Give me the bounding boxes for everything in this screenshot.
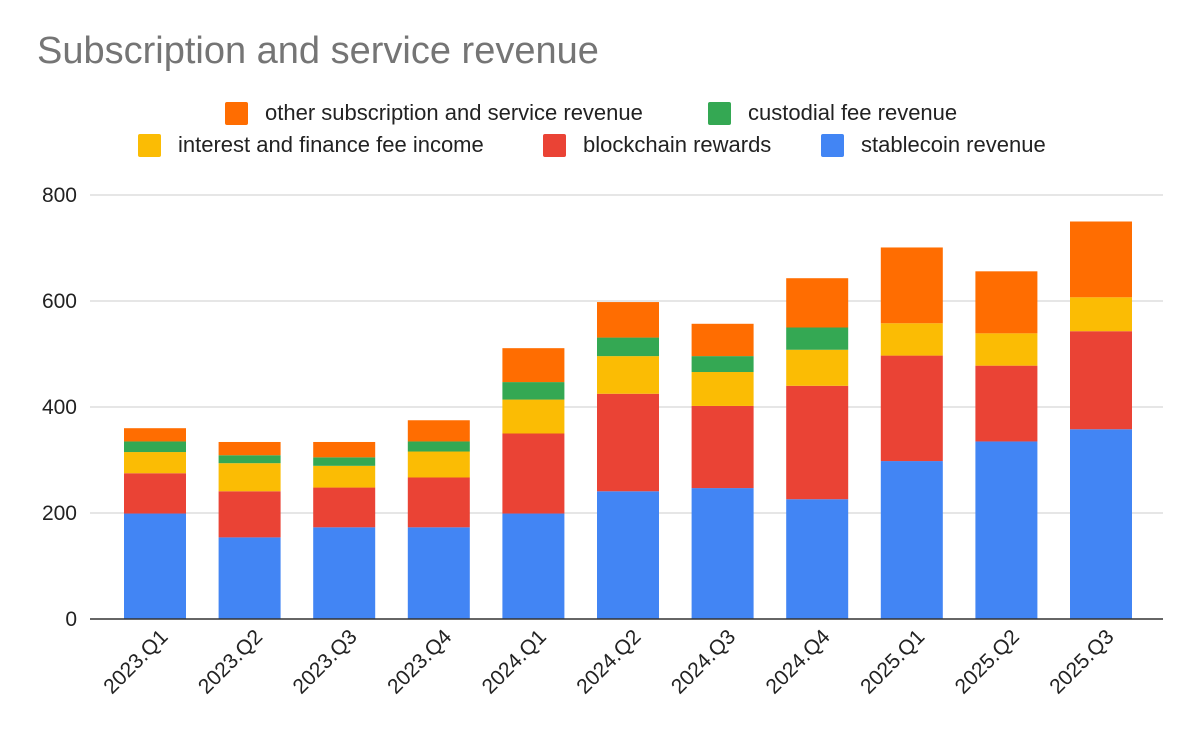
bar-segment-custodial-fee-revenue[interactable] <box>407 441 470 452</box>
chart-title: Subscription and service revenue <box>37 30 599 72</box>
legend-item-interest-finance[interactable]: interest and finance fee income <box>138 129 484 161</box>
bar-segment-interest-and-finance-fee-income[interactable] <box>597 356 659 394</box>
x-tick-label: 2024.Q3 <box>667 625 740 698</box>
legend-row: interest and finance fee income blockcha… <box>0 129 1200 161</box>
bar-segment-custodial-fee-revenue[interactable] <box>691 356 754 373</box>
legend-label: interest and finance fee income <box>178 132 484 157</box>
bar-segment-interest-and-finance-fee-income[interactable] <box>218 463 281 492</box>
bar-segment-stablecoin-revenue[interactable] <box>691 488 754 619</box>
x-tick-label: 2025.Q1 <box>856 625 929 698</box>
bar-segment-stablecoin-revenue[interactable] <box>313 527 376 619</box>
bar-segment-blockchain-rewards[interactable] <box>313 487 376 528</box>
legend-label: stablecoin revenue <box>861 132 1046 157</box>
bar-segment-other-subscription-and-service-revenue[interactable] <box>407 420 470 442</box>
legend-item-other-subscription[interactable]: other subscription and service revenue <box>225 97 643 129</box>
y-tick-label: 400 <box>42 396 77 419</box>
bar-segment-custodial-fee-revenue[interactable] <box>218 455 281 464</box>
x-tick-label: 2023.Q2 <box>194 625 267 698</box>
bar-segment-stablecoin-revenue[interactable] <box>124 513 186 619</box>
legend-swatch <box>225 101 248 125</box>
legend-item-custodial-fee[interactable]: custodial fee revenue <box>708 97 957 129</box>
bar-segment-stablecoin-revenue[interactable] <box>218 537 281 619</box>
bar-segment-custodial-fee-revenue[interactable] <box>597 337 659 357</box>
bar-segment-custodial-fee-revenue[interactable] <box>124 441 186 453</box>
bar-segment-other-subscription-and-service-revenue[interactable] <box>124 428 186 442</box>
x-tick-label: 2025.Q2 <box>951 625 1024 698</box>
legend-label: blockchain rewards <box>583 132 772 157</box>
bar-segment-custodial-fee-revenue[interactable] <box>502 382 565 400</box>
bar-segment-blockchain-rewards[interactable] <box>218 491 281 538</box>
bar-segment-interest-and-finance-fee-income[interactable] <box>124 452 186 474</box>
bar-segment-blockchain-rewards[interactable] <box>502 433 565 514</box>
bar-segment-stablecoin-revenue[interactable] <box>502 513 565 619</box>
legend-label: other subscription and service revenue <box>265 100 643 125</box>
bar-segment-interest-and-finance-fee-income[interactable] <box>691 372 754 406</box>
bar-segment-interest-and-finance-fee-income[interactable] <box>975 333 1038 366</box>
bar-segment-interest-and-finance-fee-income[interactable] <box>880 323 943 356</box>
bar-segment-blockchain-rewards[interactable] <box>786 385 849 500</box>
legend-swatch <box>708 101 731 125</box>
bar-segment-other-subscription-and-service-revenue[interactable] <box>691 323 754 357</box>
bar-segment-other-subscription-and-service-revenue[interactable] <box>880 247 943 324</box>
legend-swatch <box>821 133 844 157</box>
y-tick-label: 200 <box>42 502 77 525</box>
y-tick-label: 600 <box>42 290 77 313</box>
bar-segment-interest-and-finance-fee-income[interactable] <box>407 451 470 478</box>
legend-swatch <box>543 133 566 157</box>
legend-label: custodial fee revenue <box>748 100 958 125</box>
bar-segment-stablecoin-revenue[interactable] <box>880 461 943 619</box>
y-tick-label: 0 <box>65 608 77 631</box>
bar-segment-blockchain-rewards[interactable] <box>691 405 754 489</box>
bar-segment-custodial-fee-revenue[interactable] <box>313 457 376 466</box>
y-tick-label: 800 <box>42 184 77 207</box>
bar-segment-blockchain-rewards[interactable] <box>597 393 659 492</box>
bar-segment-interest-and-finance-fee-income[interactable] <box>786 349 849 386</box>
bar-segment-stablecoin-revenue[interactable] <box>407 527 470 619</box>
bar-segment-other-subscription-and-service-revenue[interactable] <box>313 441 376 458</box>
bar-segment-stablecoin-revenue[interactable] <box>975 441 1038 619</box>
bar-segment-blockchain-rewards[interactable] <box>407 477 470 528</box>
legend-row: other subscription and service revenue c… <box>0 97 1200 129</box>
bar-segment-interest-and-finance-fee-income[interactable] <box>313 465 376 488</box>
bar-segment-other-subscription-and-service-revenue[interactable] <box>1070 221 1132 298</box>
bar-segment-blockchain-rewards[interactable] <box>975 365 1038 442</box>
legend-swatch <box>138 133 161 157</box>
bar-segment-other-subscription-and-service-revenue[interactable] <box>786 278 849 328</box>
bar-segment-stablecoin-revenue[interactable] <box>597 491 659 619</box>
x-tick-label: 2023.Q1 <box>99 625 172 698</box>
bar-segment-stablecoin-revenue[interactable] <box>1070 429 1132 619</box>
x-tick-label: 2024.Q4 <box>761 625 834 698</box>
x-tick-label: 2024.Q2 <box>572 625 645 698</box>
legend-item-blockchain-rewards[interactable]: blockchain rewards <box>543 129 771 161</box>
x-tick-label: 2024.Q1 <box>478 625 551 698</box>
bars <box>124 221 1132 619</box>
bar-segment-blockchain-rewards[interactable] <box>1070 331 1132 430</box>
bar-segment-custodial-fee-revenue[interactable] <box>786 327 849 350</box>
x-tick-label: 2023.Q3 <box>288 625 361 698</box>
x-tick-label: 2025.Q3 <box>1045 625 1118 698</box>
bar-segment-interest-and-finance-fee-income[interactable] <box>1070 297 1132 332</box>
x-tick-label: 2023.Q4 <box>383 625 456 698</box>
bar-segment-blockchain-rewards[interactable] <box>880 355 943 462</box>
bar-segment-other-subscription-and-service-revenue[interactable] <box>975 271 1038 334</box>
bar-segment-other-subscription-and-service-revenue[interactable] <box>218 441 281 456</box>
bar-segment-interest-and-finance-fee-income[interactable] <box>502 399 565 434</box>
bar-segment-blockchain-rewards[interactable] <box>124 473 186 514</box>
legend-item-stablecoin[interactable]: stablecoin revenue <box>821 129 1046 161</box>
bar-segment-other-subscription-and-service-revenue[interactable] <box>502 348 565 383</box>
bar-segment-other-subscription-and-service-revenue[interactable] <box>597 302 659 338</box>
bar-segment-stablecoin-revenue[interactable] <box>786 499 849 619</box>
